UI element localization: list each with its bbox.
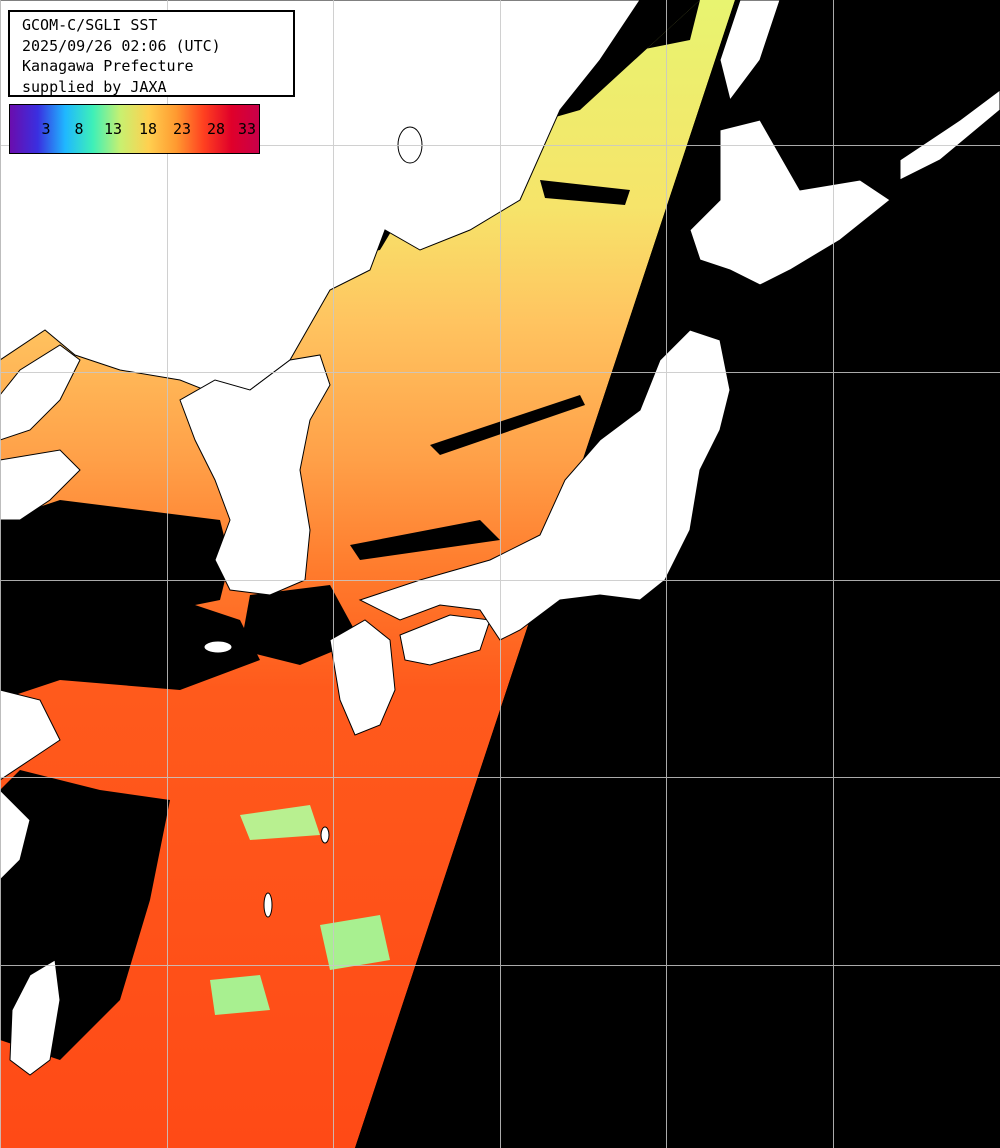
legend-label-23: 23 (172, 120, 192, 138)
cloud-streak-2 (350, 520, 500, 560)
land-sakhalin (719, 0, 781, 102)
cloud-patch-cool-edge-2 (240, 805, 320, 840)
cloud-streak-1 (430, 395, 585, 455)
title-line-2: 2025/09/26 02:06 (UTC) (22, 36, 221, 55)
legend-label-28: 28 (206, 120, 226, 138)
legend-label-3: 3 (41, 120, 51, 138)
land-island-okinawa (263, 892, 273, 918)
land-kyushu (329, 619, 396, 736)
cloud-patch-cool-edge-3 (320, 915, 390, 970)
title-line-3: Kanagawa Prefecture (22, 57, 194, 75)
title-line-1: GCOM-C/SGLI SST (22, 16, 158, 34)
land-china-coast (0, 689, 61, 781)
legend-label-13: 13 (103, 120, 123, 138)
cloud-patch-korea-strait (240, 585, 360, 665)
land-china-south (0, 789, 31, 881)
cloud-patch-cool-edge-5 (540, 180, 630, 205)
land-kuril (899, 89, 1000, 181)
land-taiwan (9, 959, 61, 1076)
land-asia-north (0, 0, 641, 401)
cloud-patch-east-china-sea (0, 590, 260, 700)
color-legend: 3 8 13 18 23 28 33 (9, 104, 260, 154)
cloud-patch-cool-edge-4 (210, 975, 270, 1015)
legend-label-33: 33 (237, 120, 257, 138)
land-hokkaido (689, 119, 891, 286)
legend-color-bar (10, 105, 259, 153)
land-shikoku (399, 614, 491, 666)
land-jeju (203, 640, 233, 654)
land-honshu (358, 329, 731, 641)
land-island-oki (320, 826, 330, 844)
legend-label-8: 8 (74, 120, 84, 138)
info-box: GCOM-C/SGLI SST 2025/09/26 02:06 (UTC) K… (8, 10, 295, 97)
land-liaodong (0, 344, 81, 441)
land-korea (179, 354, 331, 596)
legend-label-18: 18 (138, 120, 158, 138)
title-line-4: supplied by JAXA (22, 77, 167, 96)
land-shandong (0, 449, 81, 521)
land (0, 0, 1000, 1076)
